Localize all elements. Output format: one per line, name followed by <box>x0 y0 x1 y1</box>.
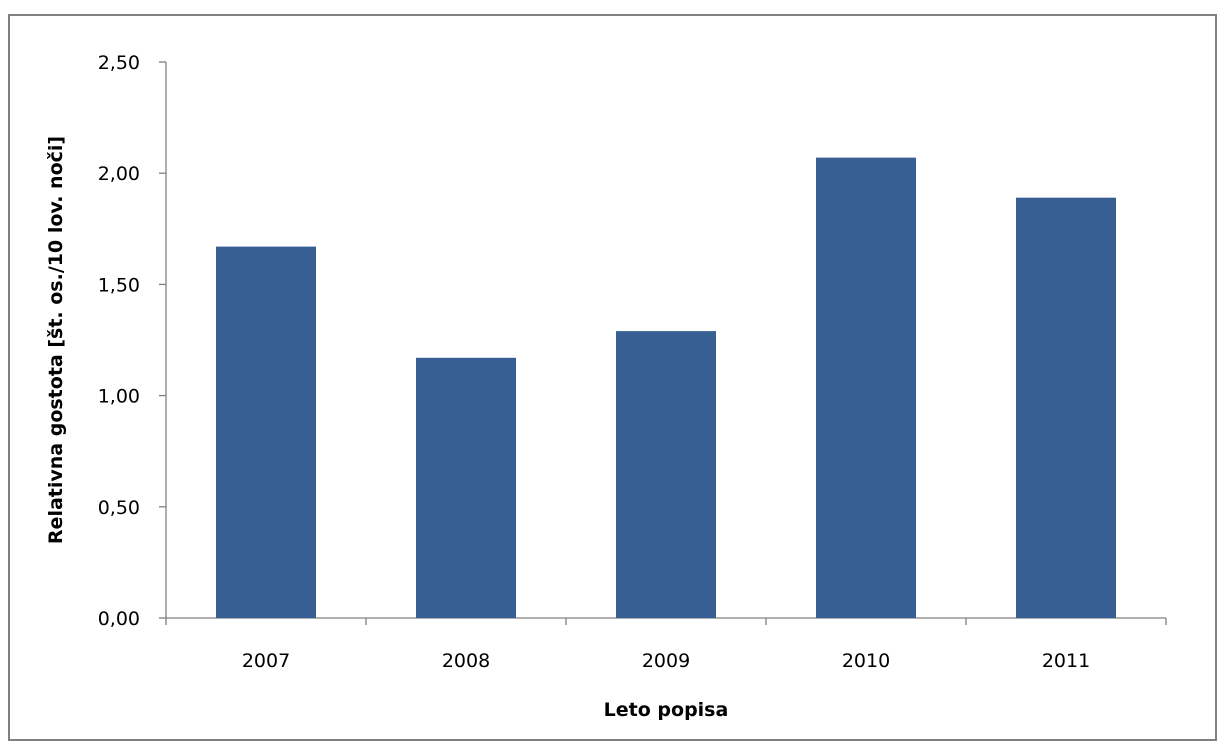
y-axis <box>159 61 167 619</box>
y-tick-label: 0,50 <box>98 497 140 519</box>
y-tick-label: 2,00 <box>98 163 140 185</box>
bar-2007 <box>216 246 316 619</box>
x-tick-label: 2010 <box>842 650 890 672</box>
x-axis <box>165 617 1167 625</box>
bar-2008 <box>416 357 516 618</box>
y-tick-label: 0,00 <box>98 608 140 630</box>
chart-frame <box>8 14 1217 741</box>
bar-2011 <box>1016 197 1116 618</box>
y-tick-labels: 0,00 0,50 1,00 1,50 2,00 2,50 <box>98 52 140 630</box>
y-axis-title: Relativna gostota [št. os./10 lov. noči] <box>45 136 67 544</box>
bar-2010 <box>816 157 916 618</box>
y-tick-label: 1,00 <box>98 386 140 408</box>
bars <box>216 157 1116 619</box>
bar-2009 <box>616 331 716 618</box>
x-axis-title: Leto popisa <box>604 699 729 721</box>
x-tick-label: 2008 <box>442 650 490 672</box>
x-tick-label: 2011 <box>1042 650 1090 672</box>
x-tick-label: 2009 <box>642 650 690 672</box>
y-tick-label: 2,50 <box>98 52 140 74</box>
x-tick-labels: 2007 2008 2009 2010 2011 <box>242 650 1090 672</box>
y-tick-label: 1,50 <box>98 274 140 296</box>
x-tick-label: 2007 <box>242 650 290 672</box>
